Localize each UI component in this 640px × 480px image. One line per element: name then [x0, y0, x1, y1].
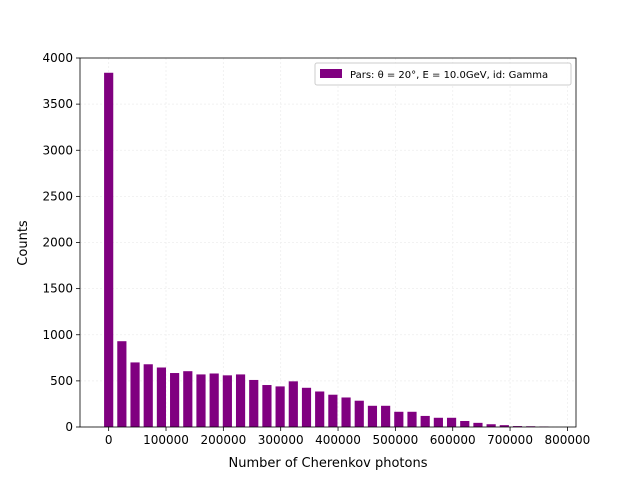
- legend-label: Pars: θ = 20°, E = 10.0GeV, id: Gamma: [350, 70, 548, 81]
- histogram-bar: [367, 405, 378, 427]
- histogram-bar: [433, 417, 443, 427]
- x-tick-label: 400000: [315, 433, 361, 447]
- histogram-bar: [249, 379, 259, 427]
- y-tick-label: 4000: [42, 51, 73, 65]
- histogram-bar: [104, 72, 114, 427]
- histogram-bar: [275, 386, 285, 427]
- y-tick-label: 1500: [42, 282, 73, 296]
- histogram-bar: [446, 417, 457, 427]
- x-tick-label: 300000: [258, 433, 304, 447]
- histogram-bar: [486, 424, 496, 427]
- y-tick-label: 3500: [42, 97, 73, 111]
- y-axis-ticks: 0 500 1000 1500 2000 2500 3000 3500 4000: [42, 51, 80, 434]
- histogram-bar: [420, 415, 430, 427]
- histogram-bar: [512, 426, 523, 427]
- grid-lines: [80, 57, 576, 428]
- legend: Pars: θ = 20°, E = 10.0GeV, id: Gamma: [314, 62, 572, 86]
- x-tick-label: 100000: [143, 433, 189, 447]
- histogram-bar: [407, 411, 417, 427]
- histogram-bar: [183, 371, 193, 427]
- histogram-bar: [156, 367, 167, 427]
- histogram-bar: [381, 405, 391, 427]
- histogram-bar: [394, 411, 404, 427]
- histogram-bar: [170, 373, 180, 427]
- histogram-bar: [196, 374, 206, 427]
- histogram-bar: [460, 421, 470, 427]
- histogram-bar: [473, 422, 483, 427]
- x-tick-label: 800000: [544, 433, 590, 447]
- y-tick-label: 2000: [42, 236, 73, 250]
- histogram-bar: [209, 373, 219, 427]
- x-tick-label: 0: [105, 433, 113, 447]
- y-tick-label: 500: [50, 374, 73, 388]
- legend-box: [314, 62, 572, 86]
- y-tick-label: 3000: [42, 143, 73, 157]
- histogram-bar: [328, 394, 338, 427]
- histogram-bar: [315, 391, 325, 427]
- x-axis-ticks: 0 100000 200000 300000 400000 500000 600000 700…: [105, 427, 590, 447]
- histogram-bar: [301, 387, 312, 427]
- histogram-bar: [222, 375, 232, 427]
- x-tick-label: 600000: [430, 433, 476, 447]
- x-axis-label: Number of Cherenkov photons: [229, 456, 428, 471]
- histogram-bar: [143, 364, 153, 427]
- histogram-bar: [288, 381, 298, 427]
- y-axis-label: Counts: [16, 220, 31, 266]
- bars-group: [104, 72, 549, 427]
- y-tick-label: 2500: [42, 189, 73, 203]
- legend-swatch: [320, 69, 342, 78]
- histogram-bar: [117, 341, 127, 427]
- y-tick-label: 1000: [42, 328, 73, 342]
- histogram-bar: [341, 397, 351, 427]
- x-tick-label: 200000: [200, 433, 246, 447]
- histogram-bar: [130, 362, 140, 427]
- x-tick-label: 700000: [487, 433, 533, 447]
- histogram-bar: [262, 385, 272, 427]
- histogram-bar: [235, 374, 246, 427]
- histogram-bar: [499, 425, 509, 427]
- y-tick-label: 0: [65, 420, 73, 434]
- histogram-bar: [354, 400, 364, 427]
- x-tick-label: 500000: [372, 433, 418, 447]
